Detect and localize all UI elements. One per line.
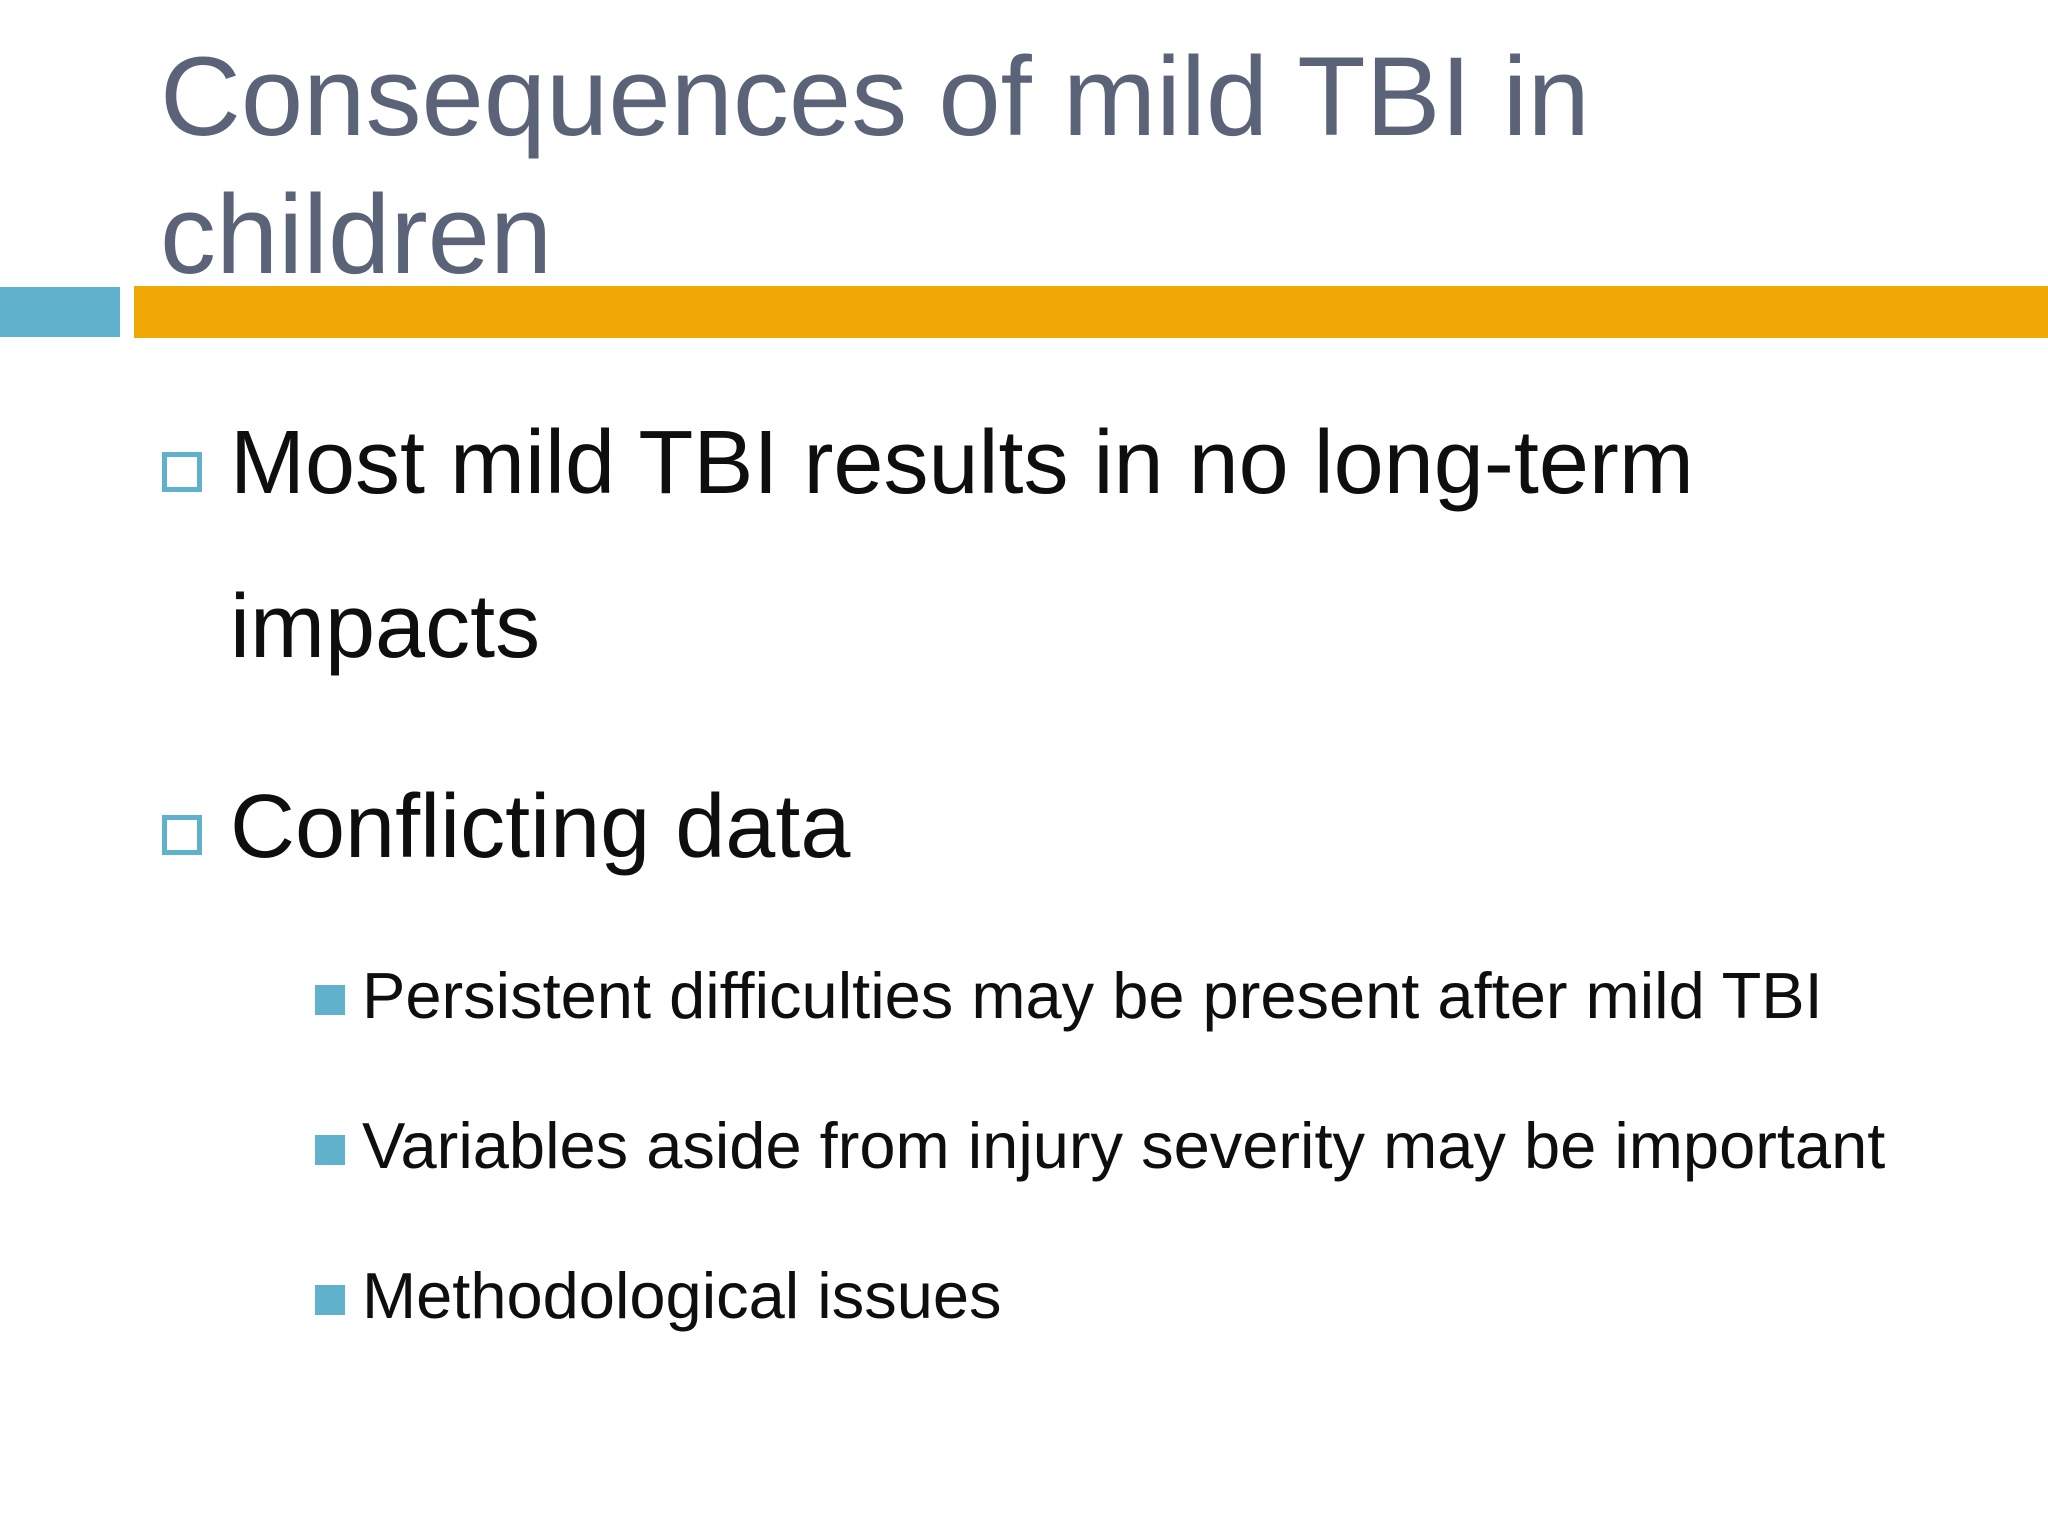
filled-square-bullet-icon	[315, 1135, 345, 1165]
open-square-bullet-icon	[162, 815, 202, 855]
accent-orange-bar	[134, 286, 2048, 338]
accent-teal-block	[0, 287, 120, 337]
sub-bullet-item: Persistent difficulties may be present a…	[362, 959, 1823, 1032]
filled-square-bullet-icon	[315, 1285, 345, 1315]
open-square-bullet-icon	[162, 452, 202, 492]
slide-title: Consequences of mild TBI in children	[160, 34, 1590, 297]
bullet-item: Conflicting data	[230, 777, 851, 877]
bullet-item: Most mild TBI results in no long-term im…	[230, 413, 1694, 677]
sub-bullet-item: Variables aside from injury severity may…	[362, 1109, 1886, 1182]
filled-square-bullet-icon	[315, 985, 345, 1015]
sub-bullet-item: Methodological issues	[362, 1259, 1002, 1332]
